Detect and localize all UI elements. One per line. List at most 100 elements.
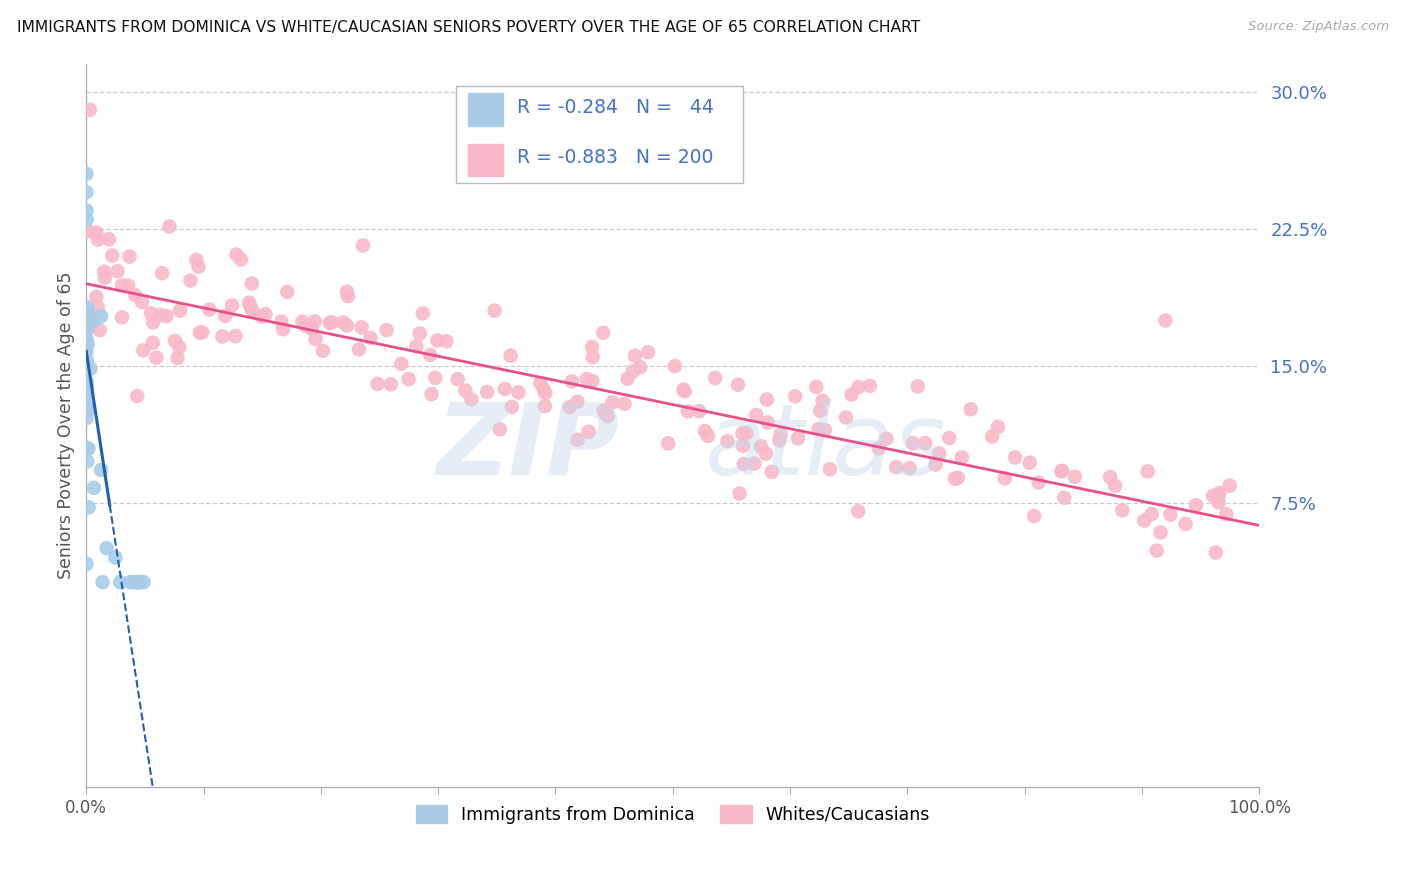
Point	[841, 387, 863, 401]
Point	[1202, 489, 1225, 503]
Point	[380, 377, 402, 392]
Point	[86, 290, 108, 304]
Point	[755, 392, 778, 407]
FancyBboxPatch shape	[456, 86, 744, 184]
Point	[238, 295, 260, 310]
Point	[1136, 464, 1159, 478]
Point	[76, 300, 98, 314]
Point	[494, 382, 516, 396]
Point	[76, 387, 98, 401]
Point	[117, 278, 139, 293]
Point	[727, 377, 749, 392]
Point	[581, 374, 603, 388]
Point	[336, 285, 359, 299]
Point	[398, 372, 420, 386]
Point	[145, 351, 167, 365]
Point	[1174, 516, 1197, 531]
Point	[76, 306, 98, 320]
Point	[1215, 508, 1237, 522]
Point	[79, 361, 101, 376]
Point	[749, 439, 772, 453]
Point	[460, 392, 482, 407]
Point	[596, 409, 619, 424]
Text: Source: ZipAtlas.com: Source: ZipAtlas.com	[1249, 20, 1389, 33]
Point	[76, 311, 98, 326]
Point	[191, 326, 214, 340]
Point	[733, 457, 755, 471]
Point	[179, 274, 201, 288]
Point	[884, 460, 907, 475]
Point	[558, 400, 581, 414]
Point	[124, 288, 146, 302]
Point	[169, 303, 191, 318]
Point	[987, 420, 1010, 434]
Point	[254, 307, 277, 321]
Point	[602, 395, 624, 409]
Point	[875, 432, 897, 446]
Point	[91, 575, 114, 590]
Point	[785, 389, 807, 403]
Point	[489, 422, 512, 436]
Point	[1018, 456, 1040, 470]
Point	[111, 310, 134, 325]
Point	[811, 393, 834, 408]
Point	[169, 340, 191, 354]
Point	[76, 401, 98, 415]
Point	[787, 431, 810, 445]
Point	[1149, 525, 1171, 540]
Point	[107, 264, 129, 278]
Point	[375, 323, 398, 337]
Point	[696, 429, 718, 443]
Point	[294, 318, 316, 333]
Point	[676, 404, 699, 418]
Point	[672, 383, 695, 397]
Point	[1104, 479, 1126, 493]
Point	[484, 303, 506, 318]
Point	[225, 247, 247, 261]
Point	[131, 295, 153, 310]
Text: R = -0.883   N = 200: R = -0.883 N = 200	[517, 148, 713, 168]
Text: IMMIGRANTS FROM DOMINICA VS WHITE/CAUCASIAN SENIORS POVERTY OVER THE AGE OF 65 C: IMMIGRANTS FROM DOMINICA VS WHITE/CAUCAS…	[17, 20, 920, 35]
Text: atlas: atlas	[704, 399, 946, 496]
Point	[87, 301, 110, 315]
Point	[142, 315, 165, 329]
Point	[142, 335, 165, 350]
Point	[756, 416, 779, 430]
Point	[83, 481, 105, 495]
Point	[76, 167, 98, 181]
Point	[581, 350, 603, 364]
Point	[946, 471, 969, 485]
Point	[534, 399, 557, 413]
Point	[835, 410, 858, 425]
Point	[127, 389, 149, 403]
Point	[1022, 509, 1045, 524]
Point	[446, 372, 468, 386]
Point	[211, 329, 233, 343]
Point	[347, 343, 370, 357]
Point	[735, 425, 758, 440]
Point	[350, 320, 373, 334]
Bar	[468, 144, 503, 176]
Point	[501, 400, 523, 414]
Point	[1053, 491, 1076, 505]
Point	[332, 316, 354, 330]
Point	[76, 377, 98, 392]
Point	[188, 326, 211, 340]
Point	[221, 298, 243, 312]
Point	[818, 462, 841, 476]
Point	[959, 402, 981, 417]
Point	[120, 575, 142, 590]
Point	[111, 278, 134, 293]
Point	[806, 380, 828, 394]
Point	[624, 349, 647, 363]
Point	[250, 310, 273, 324]
Point	[420, 387, 443, 401]
Point	[359, 331, 381, 345]
Point	[299, 320, 322, 334]
Point	[104, 550, 127, 565]
Point	[77, 442, 100, 456]
Point	[76, 352, 98, 367]
Point	[367, 376, 389, 391]
Point	[125, 575, 148, 590]
Point	[76, 203, 98, 218]
